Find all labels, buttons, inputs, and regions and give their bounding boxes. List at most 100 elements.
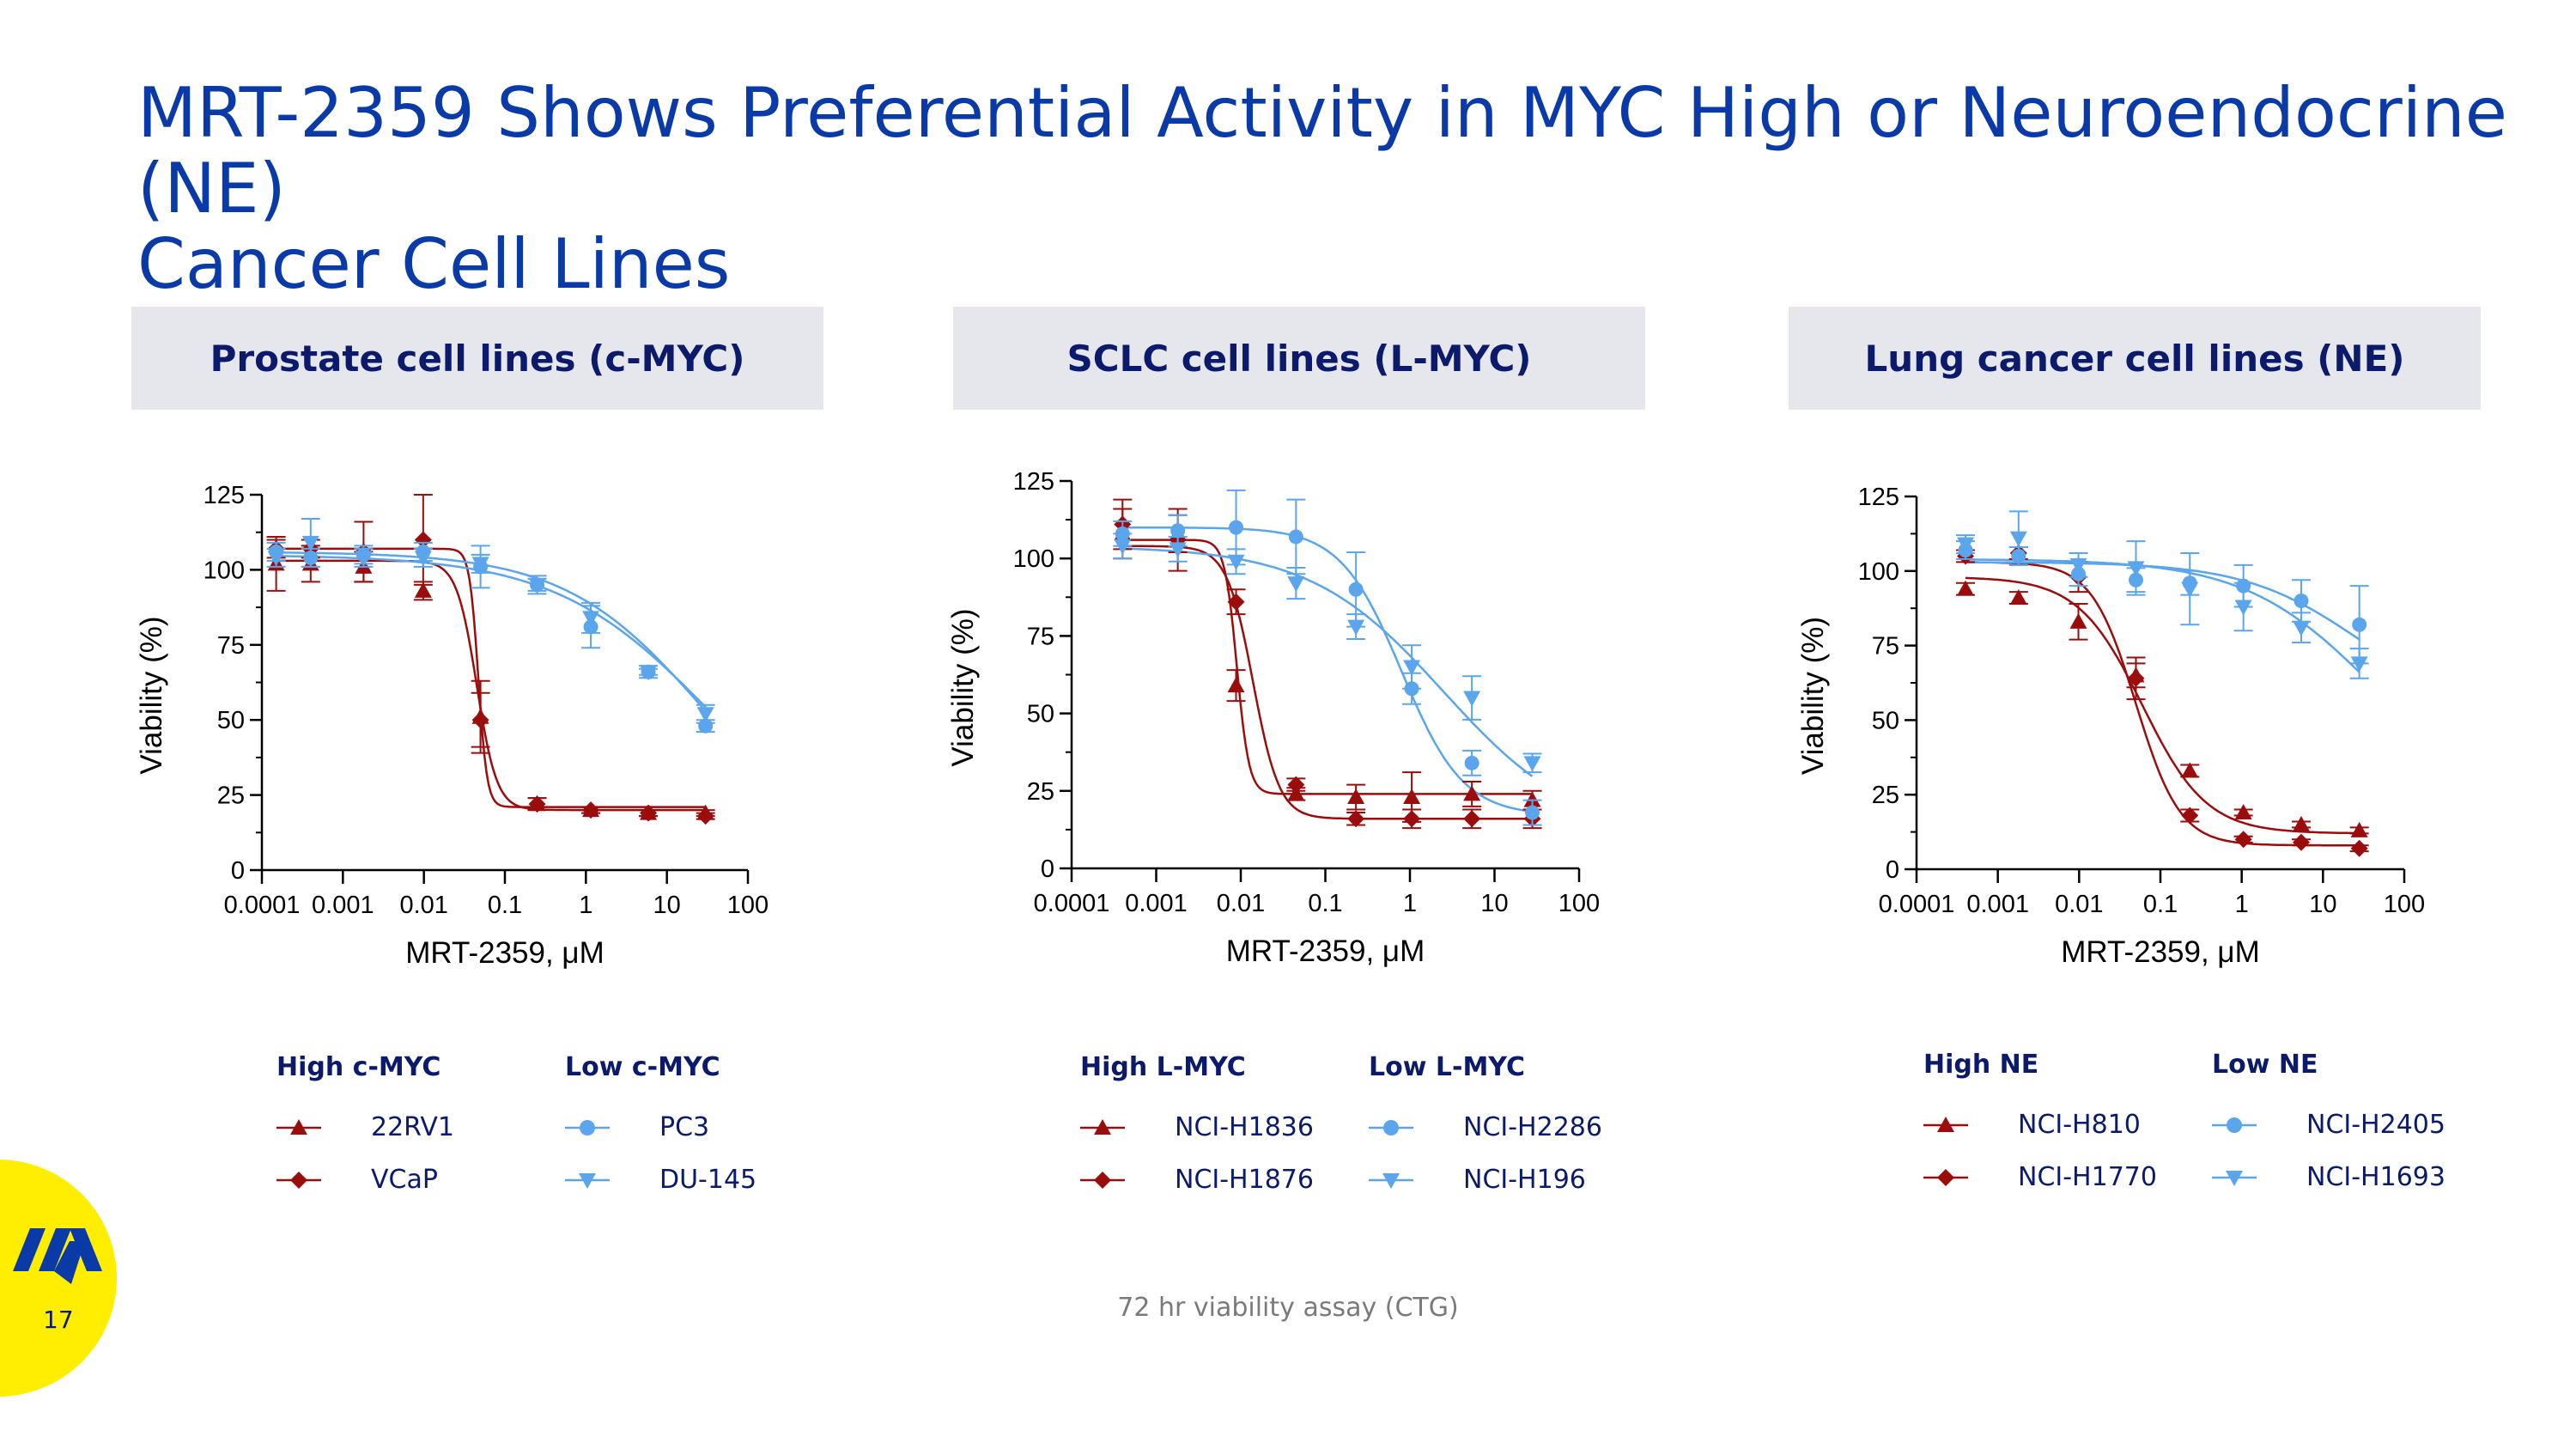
- x-axis-label: MRT-2359, μM: [2061, 935, 2260, 969]
- slide-title-line-2: Cancer Cell Lines: [137, 224, 731, 304]
- x-tick-label: 100: [1558, 890, 1600, 917]
- legend-title-high: High L-MYC: [1080, 1052, 1246, 1082]
- y-tick-label: 75: [1872, 633, 1899, 661]
- data-point: [2350, 821, 2368, 837]
- legend-label: NCI-H1693: [2306, 1162, 2445, 1192]
- chart-panel-2: 0 25 50 75 100 125 0.0001 0.001 0.01 0.1 1 10 100 MRT…: [946, 468, 1600, 968]
- x-tick-label: 0.001: [1125, 890, 1188, 917]
- data-point: [1347, 810, 1365, 828]
- x-tick-label: 10: [2309, 891, 2336, 918]
- y-axis-label: Viability (%): [135, 616, 168, 774]
- data-point: [1227, 677, 1245, 693]
- data-point: [696, 707, 714, 723]
- slide-title-line-1: MRT-2359 Shows Preferential Activity in …: [137, 73, 2507, 228]
- data-point: [1523, 756, 1541, 772]
- y-tick-label: 25: [1872, 782, 1899, 809]
- data-point: [1403, 660, 1421, 676]
- x-tick-label: 0.01: [2055, 891, 2103, 918]
- series-nci-h1693: [1955, 510, 2369, 679]
- data-point: [1403, 810, 1421, 828]
- data-point: [1956, 580, 1974, 596]
- x-tick-label: 0.001: [312, 892, 374, 919]
- data-point: [582, 611, 600, 627]
- legend-title-low: Low c-MYC: [565, 1052, 720, 1082]
- legend-label: NCI-H1770: [2018, 1162, 2157, 1192]
- x-axis-label: MRT-2359, μM: [405, 936, 605, 970]
- x-tick-label: 0.1: [488, 892, 522, 919]
- data-point: [2181, 807, 2199, 825]
- legend-marker: [276, 1119, 321, 1135]
- chart-panel-1: 0 25 50 75 100 125 0.0001 0.001 0.01 0.1 1 10 100 MRT…: [135, 482, 769, 970]
- fit-curve-nci-h1876: [1122, 545, 1533, 820]
- legend-marker: [1080, 1119, 1125, 1135]
- legend-marker: [2212, 1171, 2257, 1186]
- data-point: [1227, 554, 1245, 570]
- legend-marker: [1369, 1173, 1413, 1189]
- x-axis-label: MRT-2359, μM: [1226, 935, 1425, 968]
- data-point: [1287, 776, 1305, 794]
- legend-label: DU-145: [659, 1165, 757, 1195]
- data-point: [2009, 589, 2027, 606]
- series-vcap: [266, 494, 715, 825]
- data-point: [2127, 669, 2145, 687]
- legend-title-high: High c-MYC: [276, 1052, 441, 1082]
- legend-marker: [2212, 1117, 2257, 1133]
- x-tick-label: 0.1: [1308, 890, 1342, 917]
- footnote: 72 hr viability assay (CTG): [1117, 1293, 1459, 1323]
- legend-label: NCI-H196: [1463, 1165, 1586, 1195]
- data-point: [2293, 833, 2310, 851]
- series-du-145: [266, 517, 715, 724]
- data-point: [2234, 600, 2252, 616]
- data-point: [267, 551, 285, 567]
- legend-title-low: Low L-MYC: [1369, 1052, 1525, 1082]
- x-tick-label: 100: [2384, 891, 2425, 918]
- data-point: [1956, 537, 1974, 553]
- fit-curve-nci-h2405: [1965, 561, 2360, 641]
- data-point: [1463, 810, 1481, 828]
- panel-header-prostate: Prostate cell lines (c-MYC): [131, 307, 823, 410]
- data-point: [1227, 593, 1245, 611]
- legend-marker: [1369, 1120, 1413, 1135]
- fit-curve-nci-h1836: [1122, 539, 1533, 795]
- data-point: [528, 795, 546, 813]
- y-tick-label: 0: [1041, 855, 1054, 883]
- data-point: [355, 551, 373, 567]
- slide-title: MRT-2359 Shows Preferential Activity in …: [137, 76, 2507, 302]
- data-point: [2293, 815, 2310, 831]
- y-tick-label: 100: [1858, 558, 1899, 586]
- y-axis-label: Viability (%): [946, 608, 980, 766]
- legend-label: NCI-H810: [2018, 1110, 2141, 1140]
- data-point: [1464, 755, 1479, 770]
- data-point: [1347, 788, 1365, 805]
- data-point: [471, 557, 489, 573]
- x-tick-label: 0.0001: [1034, 890, 1110, 917]
- page-number: 17: [43, 1306, 74, 1334]
- legend-label: PC3: [659, 1112, 710, 1142]
- y-tick-label: 50: [1027, 701, 1054, 728]
- data-point: [1288, 529, 1303, 545]
- data-point: [1348, 581, 1364, 597]
- data-point: [2293, 594, 2309, 609]
- fit-curve-nci-h196: [1122, 547, 1534, 777]
- series-pc3: [266, 541, 715, 734]
- data-point: [1229, 520, 1244, 535]
- series-nci-h810: [1955, 580, 2369, 837]
- data-point: [1463, 785, 1481, 801]
- y-tick-label: 75: [217, 632, 245, 660]
- legend-label: NCI-H1876: [1175, 1165, 1314, 1195]
- legend-label: NCI-H1836: [1175, 1112, 1314, 1142]
- fit-curve-nci-h810: [1965, 576, 2360, 835]
- data-point: [2009, 531, 2027, 547]
- data-point: [414, 581, 432, 598]
- data-point: [582, 801, 600, 819]
- x-tick-label: 1: [1403, 890, 1417, 917]
- data-point: [528, 577, 546, 594]
- legend-label: NCI-H2405: [2306, 1110, 2445, 1140]
- monte-rosa-logo-icon: [13, 1228, 102, 1284]
- y-tick-label: 100: [1013, 545, 1054, 573]
- legend-label: 22RV1: [371, 1112, 454, 1142]
- data-point: [1170, 523, 1186, 539]
- data-point: [2127, 561, 2145, 577]
- data-point: [2293, 620, 2310, 636]
